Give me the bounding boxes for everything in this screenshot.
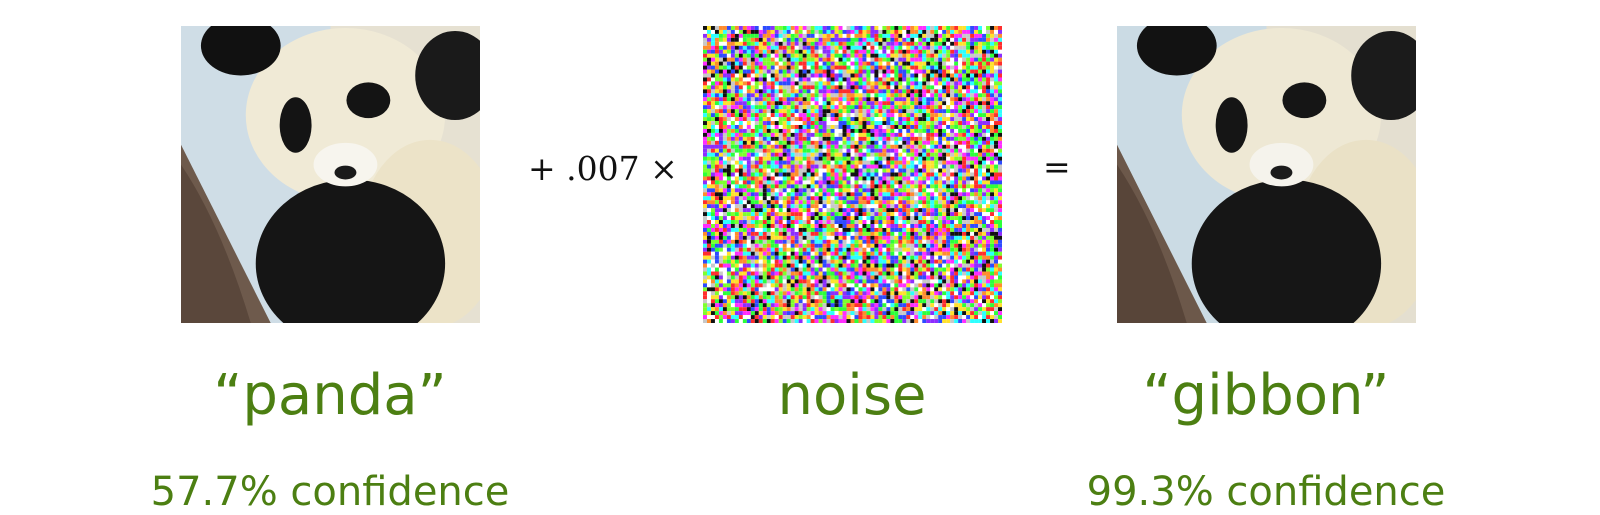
noise-pattern [703, 26, 1002, 323]
panda-photo [181, 26, 480, 323]
panda-image [181, 26, 480, 323]
panda-photo-perturbed [1117, 26, 1416, 323]
panda-label: “panda” [213, 363, 447, 428]
plus-times-operator: + .007 × [528, 149, 678, 188]
noise-label: noise [777, 363, 927, 428]
noise-image [703, 26, 1002, 323]
gibbon-confidence: 99.3% confidence [1086, 469, 1446, 515]
panda-confidence: 57.7% confidence [150, 469, 510, 515]
equals-operator: = [1043, 147, 1071, 186]
gibbon-label: “gibbon” [1142, 363, 1390, 428]
gibbon-image [1117, 26, 1416, 323]
